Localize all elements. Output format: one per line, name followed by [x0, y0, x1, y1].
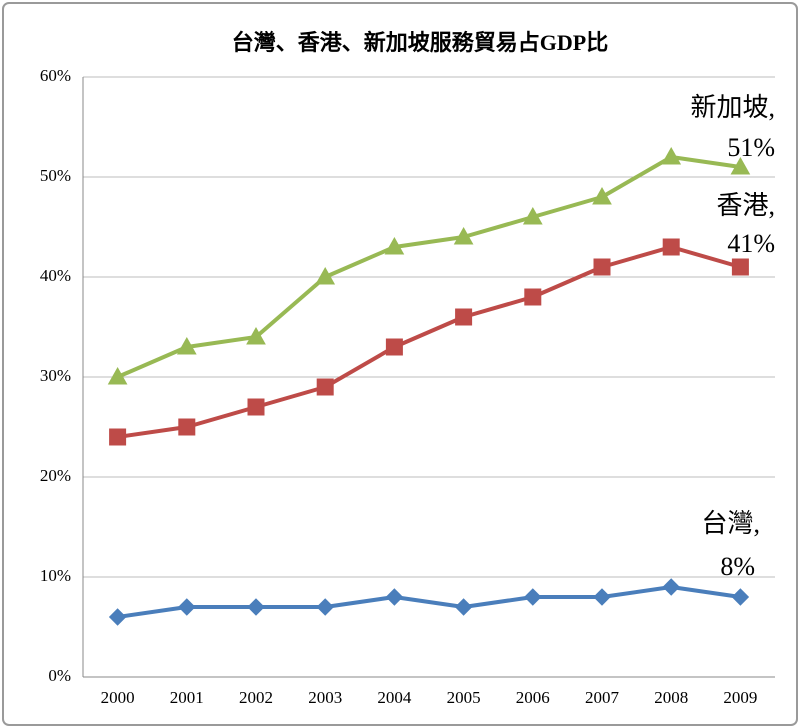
data-point — [453, 226, 474, 245]
x-tick-label: 2004 — [377, 688, 412, 707]
data-point — [522, 206, 543, 225]
x-tick-label: 2006 — [516, 688, 550, 707]
data-point — [385, 588, 404, 606]
data-point — [524, 288, 542, 306]
annotation: 41% — [727, 229, 775, 258]
data-point — [384, 236, 405, 255]
annotation: 51% — [727, 133, 775, 162]
chart-title: 台灣、香港、新加坡服務貿易占GDP比 — [232, 30, 608, 55]
data-point — [593, 588, 611, 606]
data-point — [107, 366, 128, 385]
data-point — [178, 598, 196, 616]
series-line — [117, 585, 741, 619]
data-point — [316, 378, 334, 396]
y-tick-label: 50% — [40, 166, 71, 185]
data-point — [315, 266, 336, 285]
data-point — [247, 398, 265, 416]
x-tick-label: 2005 — [447, 688, 481, 707]
series-line — [116, 155, 741, 379]
annotation: 香港, — [716, 191, 775, 220]
annotation: 台灣, — [701, 509, 760, 538]
data-point — [316, 598, 334, 616]
data-point — [176, 336, 197, 355]
data-point — [524, 588, 542, 606]
y-tick-label: 10% — [40, 566, 71, 585]
data-point — [662, 578, 680, 596]
x-tick-label: 2000 — [101, 688, 135, 707]
series-line — [117, 245, 741, 439]
data-point — [246, 326, 266, 345]
y-tick-label: 60% — [40, 66, 71, 85]
data-point — [592, 186, 612, 205]
data-point — [109, 428, 127, 446]
x-tick-label: 2008 — [654, 688, 688, 707]
data-point — [593, 258, 611, 276]
data-point — [661, 146, 682, 165]
data-point — [108, 608, 127, 626]
x-tick-label: 2007 — [585, 688, 620, 707]
data-point — [731, 588, 750, 606]
x-tick-label: 2003 — [308, 688, 342, 707]
y-tick-label: 0% — [48, 666, 71, 685]
data-point — [455, 308, 473, 326]
data-point — [731, 258, 749, 276]
y-tick-label: 20% — [40, 466, 71, 485]
annotation: 8% — [720, 552, 755, 581]
data-point — [662, 238, 680, 256]
y-tick-label: 40% — [40, 266, 71, 285]
data-point — [178, 418, 196, 436]
x-tick-label: 2002 — [239, 688, 273, 707]
x-tick-label: 2001 — [170, 688, 204, 707]
data-point — [247, 598, 265, 616]
y-tick-label: 30% — [40, 366, 71, 385]
x-tick-label: 2009 — [723, 688, 757, 707]
annotation: 新加坡, — [690, 93, 775, 122]
data-point — [454, 598, 473, 616]
data-point — [385, 338, 403, 356]
data-point — [730, 156, 751, 175]
